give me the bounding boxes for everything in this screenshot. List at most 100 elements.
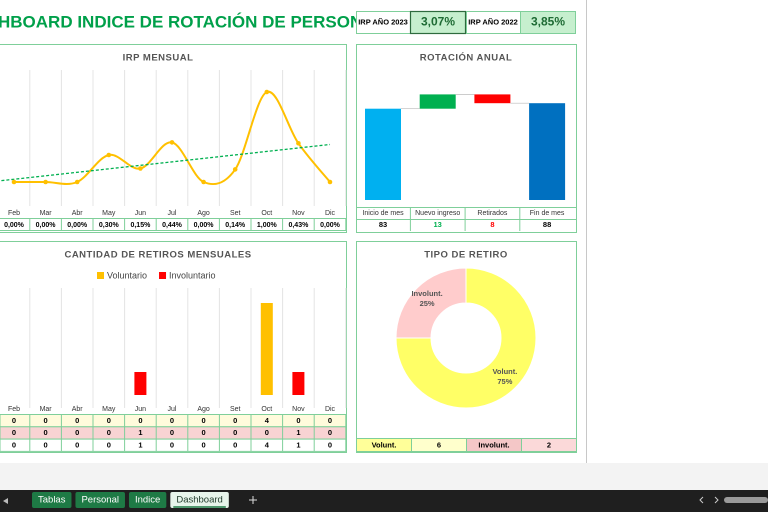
sheet-tab-label[interactable]: Personal (81, 495, 119, 506)
month-label: Jul (168, 406, 177, 413)
slice-label: Volunt. (492, 367, 517, 376)
value-cell: 0 (170, 440, 174, 449)
value-cell: 0 (75, 440, 79, 449)
line-marker (169, 140, 175, 145)
line-marker (43, 179, 48, 185)
waterfall-bar (365, 108, 401, 200)
bar-segment (260, 303, 273, 395)
bar-segment (292, 372, 305, 395)
trend-line (0, 143, 331, 182)
line-marker (201, 179, 206, 185)
value-cell: 0 (265, 428, 269, 437)
sheet-tab[interactable] (32, 492, 72, 508)
line-marker (11, 179, 17, 185)
chart-title: ROTACIÓN ANUAL (420, 52, 513, 64)
category-label: Fin de mes (530, 210, 565, 217)
month-label: May (102, 406, 116, 413)
kpi-2023: IRP AÑO 2023 3,07% (356, 10, 467, 35)
value-cell: 1 (138, 428, 142, 437)
chart-panel (0, 44, 347, 233)
sheet-bottom (0, 463, 768, 490)
line-marker (296, 141, 301, 146)
month-label: Set (230, 406, 241, 413)
month-label: Feb (8, 210, 20, 217)
donut-slice (395, 267, 537, 409)
value-cell: 0 (328, 428, 332, 437)
month-label: Oct (261, 210, 272, 217)
sheet-tab[interactable] (75, 492, 125, 508)
sheet-tab[interactable] (170, 492, 229, 508)
value-cell: 0 (328, 416, 332, 425)
value-cell: 0 (107, 440, 111, 449)
scroll-left[interactable] (699, 496, 704, 504)
value-cell: 0 (296, 416, 300, 425)
kpi-label: IRP AÑO 2023 (358, 17, 408, 26)
value-cell: 0,00% (320, 222, 341, 229)
month-label: Ago (197, 210, 210, 217)
month-label: Dic (325, 406, 336, 413)
kpi-label: IRP AÑO 2022 (468, 17, 518, 26)
month-label: Oct (261, 406, 272, 413)
value-cell: 0,14% (225, 222, 246, 229)
category-label: Retirados (477, 210, 507, 217)
line-marker (106, 152, 112, 158)
line-marker (327, 179, 333, 185)
table-cell (521, 438, 577, 452)
month-label: Abr (72, 210, 84, 217)
kpi-value: 3,07% (421, 15, 455, 29)
tab-icons (3, 496, 768, 504)
month-label: Abr (72, 406, 84, 413)
value-cell: 88 (543, 220, 551, 229)
value-cell: 0 (170, 428, 174, 437)
line-marker (232, 167, 238, 172)
month-label: Mar (40, 406, 53, 413)
sheet-tab-label[interactable]: Dashboard (176, 495, 222, 506)
value-cell: 0 (233, 428, 237, 437)
value-cell: 1,00% (257, 222, 278, 229)
line-marker (74, 179, 80, 185)
value-cell: 83 (379, 220, 387, 229)
sheet-tab[interactable] (128, 492, 167, 508)
value-cell: 0,00% (4, 222, 25, 229)
sheet-tab-label[interactable]: Tablas (38, 495, 66, 506)
waterfall-bar (529, 103, 566, 200)
line-marker (138, 166, 143, 171)
month-label: Mar (40, 210, 53, 217)
value-cell: 4 (265, 416, 270, 425)
legend-label: Involuntario (169, 270, 216, 280)
legend-label: Voluntario (107, 270, 147, 280)
legend-swatch (159, 272, 167, 279)
value-cell: 0 (202, 440, 206, 449)
scrollbar[interactable] (724, 497, 768, 503)
value-cell: 0,00% (36, 222, 57, 229)
legend-swatch (97, 272, 104, 279)
value-cell: 0,44% (162, 222, 183, 229)
chart-title: CANTIDAD DE RETIROS MENSUALES (64, 250, 251, 261)
sheet-tab-label[interactable]: Indice (135, 495, 160, 506)
table-label: Involunt. (478, 440, 509, 449)
month-label: Jul (168, 210, 177, 217)
value-cell: 0 (12, 416, 16, 425)
value-cell: 4 (265, 440, 270, 449)
month-label: May (102, 210, 116, 217)
value-cell: 0,00% (67, 222, 88, 229)
chart-title: TIPO DE RETIRO (424, 250, 508, 261)
value-cell: 0 (328, 440, 332, 449)
value-cell: 0,43% (288, 222, 309, 229)
value-cell: 0 (44, 416, 48, 425)
value-cell: 1 (296, 428, 300, 437)
nav-arrow (3, 498, 8, 504)
month-label: Feb (8, 406, 20, 413)
value-cell: 13 (434, 220, 442, 229)
value-cell: 2 (547, 440, 551, 449)
value-cell: 8 (490, 220, 494, 229)
kpi-value-box (520, 11, 576, 34)
scroll-right[interactable] (714, 496, 719, 504)
value-cell: 0 (233, 440, 237, 449)
value-cell: 0 (12, 440, 16, 449)
table-label: Volunt. (372, 440, 397, 449)
dashboard-title: HBOARD INDICE DE ROTACIÓN DE PERSONAL 20… (0, 12, 427, 31)
chart-title: IRP MENSUAL (123, 53, 194, 64)
month-label: Nov (292, 210, 305, 217)
